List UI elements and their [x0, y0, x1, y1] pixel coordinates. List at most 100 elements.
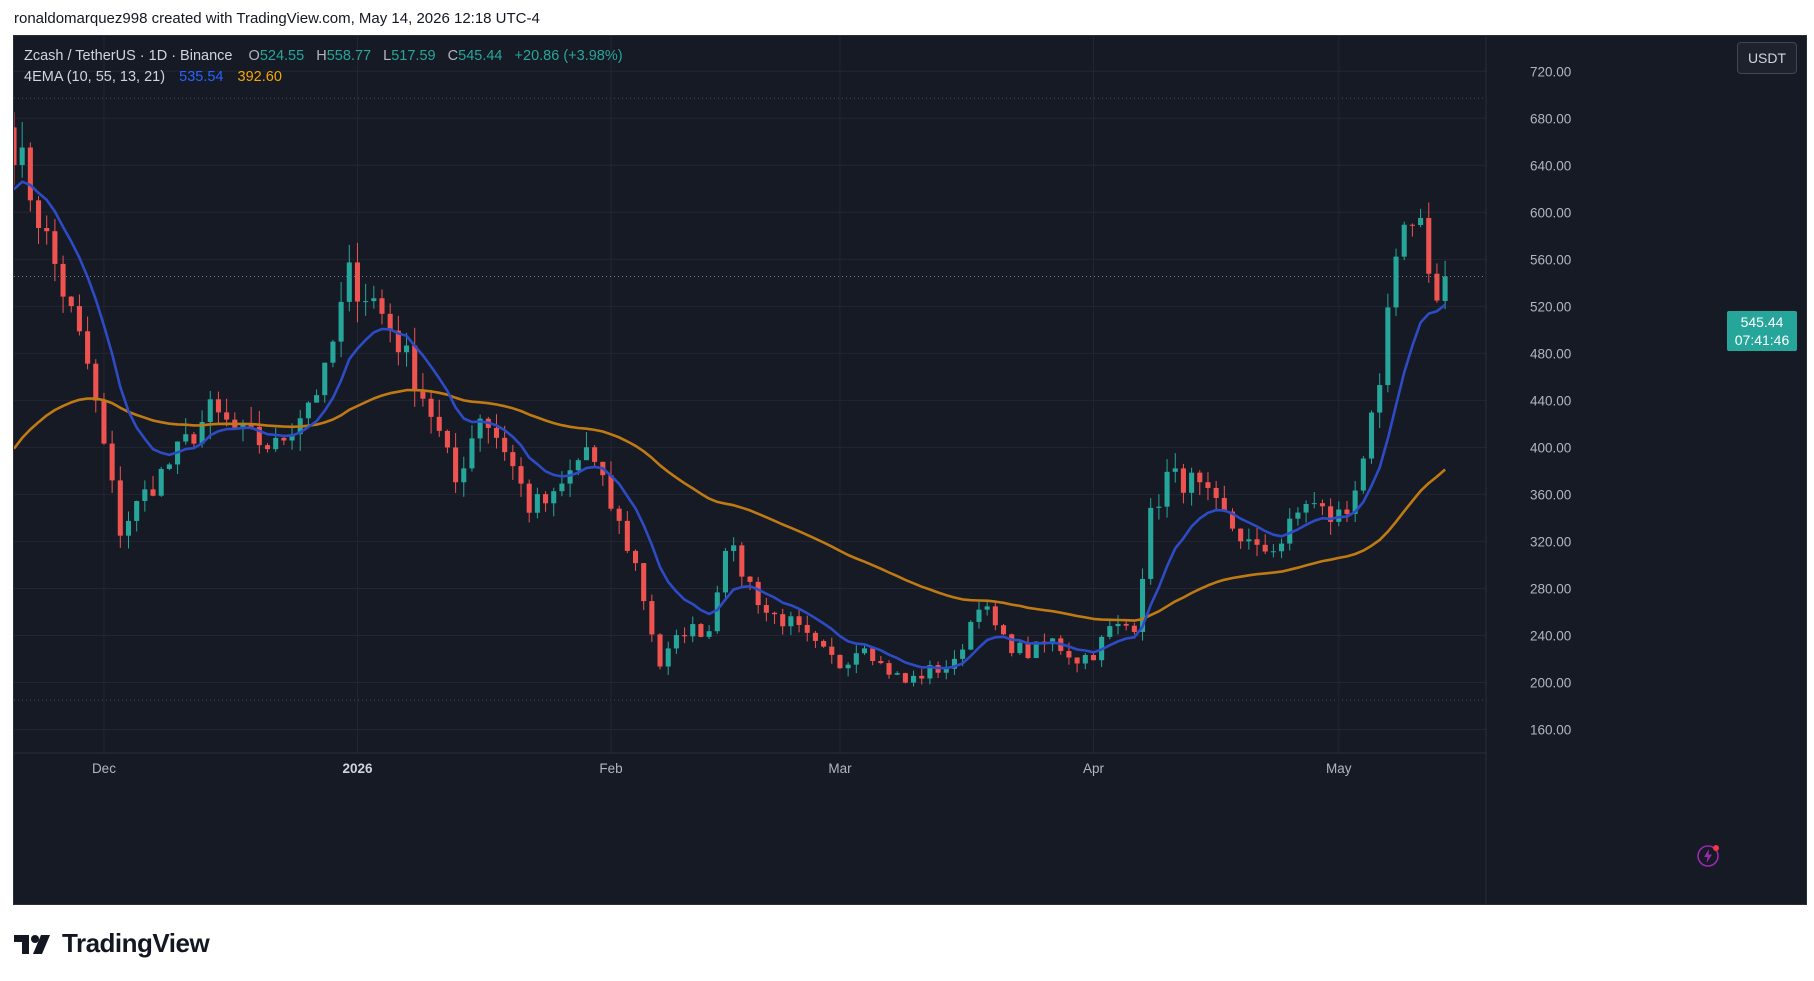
candle-up — [207, 399, 213, 423]
candle-down — [1000, 625, 1007, 635]
y-axis-tick-label: 160.00 — [1530, 722, 1571, 737]
y-axis-tick-label: 680.00 — [1530, 111, 1571, 126]
candle-up — [1401, 224, 1407, 257]
candle-up — [731, 545, 737, 551]
chart-credit: ronaldomarquez998 created with TradingVi… — [14, 10, 540, 27]
x-axis-tick-label: May — [1326, 761, 1352, 776]
candle-up — [477, 418, 483, 439]
candle-down — [804, 624, 810, 633]
candle-up — [1279, 543, 1285, 552]
candle-up — [289, 434, 295, 441]
candle-up — [134, 501, 140, 521]
candle-up — [551, 491, 557, 504]
y-axis-tick-label: 480.00 — [1530, 346, 1571, 361]
candle-down — [1238, 528, 1244, 542]
candle-down — [1009, 634, 1015, 654]
candle-down — [387, 313, 393, 331]
candle-up — [403, 345, 410, 353]
candle-down — [224, 412, 230, 420]
candle-up — [305, 402, 311, 419]
x-axis-tick-label: Feb — [599, 761, 622, 776]
last-price-value: 545.44 — [1740, 314, 1784, 330]
candle-down — [796, 616, 802, 625]
candle-down — [682, 635, 688, 637]
candle-down — [919, 675, 925, 679]
tradingview-logo[interactable]: TradingView — [14, 928, 210, 959]
candle-down — [76, 306, 82, 332]
candle-down — [117, 480, 123, 536]
candle-up — [1148, 507, 1154, 579]
candle-down — [379, 298, 385, 314]
candle-down — [1426, 218, 1432, 274]
candle-down — [1205, 482, 1211, 488]
candle-down — [780, 614, 786, 627]
candle-down — [354, 262, 361, 302]
candle-up — [330, 341, 336, 363]
candle-up — [314, 395, 320, 403]
candle-down — [1319, 503, 1325, 507]
candle-down — [444, 430, 450, 448]
symbol-title[interactable]: Zcash / TetherUS · 1D · Binance — [24, 48, 233, 64]
candle-up — [1336, 509, 1342, 522]
candle-down — [763, 605, 769, 613]
candle-up — [1352, 490, 1358, 514]
candle-down — [493, 427, 500, 438]
x-axis-tick-label: Mar — [828, 761, 852, 776]
candle-down — [150, 489, 156, 496]
candle-up — [1246, 539, 1252, 542]
candle-up — [183, 434, 189, 442]
candle-down — [52, 231, 58, 264]
y-axis-tick-label: 640.00 — [1530, 158, 1571, 173]
ema-fast-value: 535.54 — [179, 69, 224, 85]
close-value: 545.44 — [458, 48, 503, 64]
candle-up — [722, 550, 729, 593]
candle-down — [992, 606, 998, 626]
candle-up — [1295, 512, 1301, 519]
candle-up — [690, 624, 696, 637]
candle-down — [14, 127, 17, 166]
candle-up — [338, 301, 344, 342]
tradingview-logo-text: TradingView — [62, 928, 210, 958]
candle-down — [870, 648, 876, 661]
candle-up — [976, 609, 982, 622]
candle-up — [567, 470, 573, 484]
candle-up — [363, 301, 369, 303]
x-axis-tick-label: Apr — [1083, 761, 1105, 776]
currency-button[interactable]: USDT — [1737, 42, 1797, 74]
candle-up — [559, 483, 565, 492]
lightning-alert-icon[interactable] — [1696, 844, 1720, 868]
candle-down — [215, 399, 221, 413]
high-label: H — [316, 48, 327, 64]
indicator-title[interactable]: 4EMA (10, 55, 13, 21) — [24, 69, 166, 85]
candle-down — [1074, 657, 1080, 664]
candle-down — [68, 296, 74, 307]
candle-down — [1180, 468, 1186, 493]
change-value: +20.86 (+3.98%) — [514, 48, 623, 64]
candle-up — [1156, 506, 1162, 508]
y-axis-tick-label: 440.00 — [1530, 393, 1571, 408]
candle-down — [395, 330, 401, 353]
candle-down — [657, 634, 663, 667]
candle-down — [624, 520, 630, 551]
chart-frame[interactable]: 720.00 680.00 640.00 600.00 560.00 520.00 480.… — [13, 35, 1807, 905]
candle-down — [191, 434, 197, 444]
candle-down — [1066, 651, 1072, 658]
candle-up — [845, 664, 851, 669]
candle-down — [264, 445, 271, 450]
candle-up — [1377, 385, 1383, 413]
candle-down — [649, 601, 655, 635]
candle-up — [894, 673, 900, 675]
candle-down — [428, 398, 434, 417]
candle-up — [853, 653, 859, 665]
candle-up — [1385, 307, 1391, 386]
candle-up — [1139, 578, 1146, 632]
candle-up — [273, 437, 279, 450]
bar-countdown: 07:41:46 — [1734, 332, 1790, 348]
candle-up — [706, 631, 712, 637]
candle-down — [1090, 655, 1097, 661]
y-axis-tick-label: 560.00 — [1530, 252, 1571, 267]
candle-down — [109, 443, 115, 481]
price-chart[interactable]: 720.00 680.00 640.00 600.00 560.00 520.00 480.… — [14, 36, 1806, 904]
candle-down — [1131, 625, 1137, 632]
candle-up — [968, 621, 974, 650]
